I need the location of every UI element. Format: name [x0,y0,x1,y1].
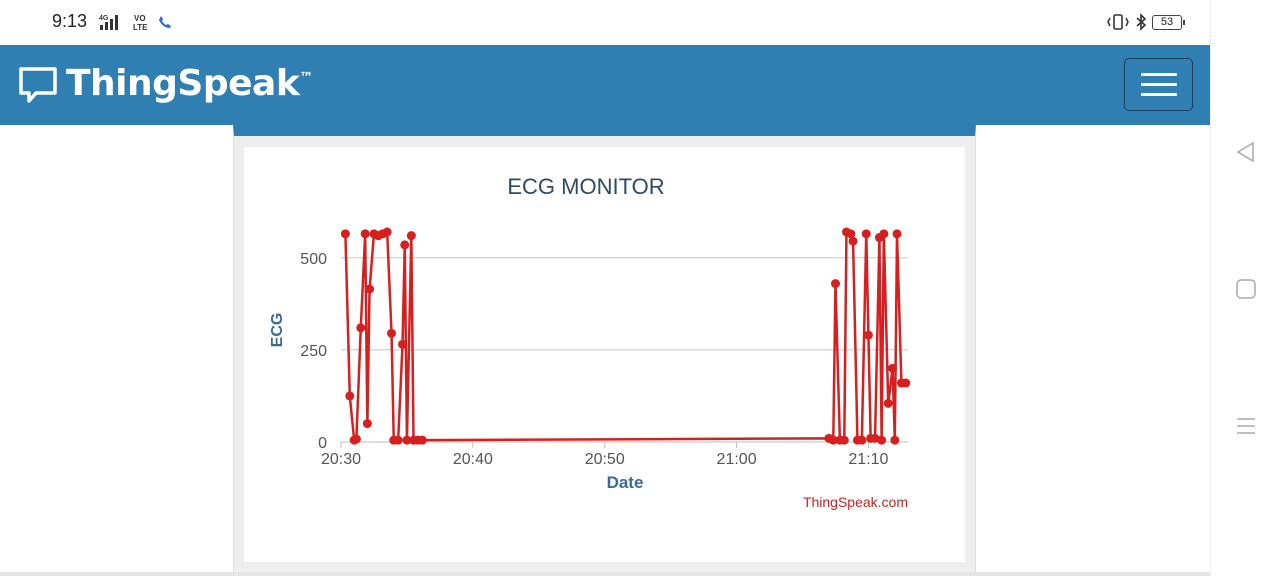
data-point [848,236,858,246]
data-point [345,391,355,401]
vibrate-icon [1107,14,1129,30]
y-axis-ticks: 0 250 500 [300,251,327,452]
y-axis-label: ECG [269,313,286,348]
data-point [883,398,893,408]
x-axis-label: Date [607,473,644,492]
x-tick-label: 20:40 [453,451,493,468]
clock-time: 9:13 [52,11,88,31]
data-point [861,229,871,239]
bluetooth-icon [1136,13,1147,31]
app-header: ThingSpeak™ [0,45,1210,125]
data-point [406,231,416,241]
data-point [846,229,856,239]
recents-menu-icon[interactable] [1235,415,1257,437]
data-point [398,339,408,349]
data-point [877,435,887,445]
navigation-bar [1210,0,1280,576]
x-tick-label: 21:10 [848,451,888,468]
hamburger-menu-button[interactable] [1124,58,1193,111]
ecg-chart: ECG MONITOR ECG Date ThingSpeak.com 20:3… [269,174,911,510]
svg-text:VO: VO [134,14,146,23]
home-icon[interactable] [1235,278,1257,300]
data-point [857,435,867,445]
data-point [387,328,397,338]
battery-icon: 53 [1152,14,1185,30]
status-bar: 9:13 4G VO LTE [0,0,1210,45]
menu-bar-icon [1140,93,1177,96]
battery-level: 53 [1160,15,1174,28]
y-tick-label: 250 [300,343,327,360]
data-point [402,435,412,445]
data-point [382,227,392,237]
data-point [417,435,427,445]
x-axis-ticks: 20:30 20:40 20:50 21:00 21:10 [321,442,889,468]
data-point [393,435,403,445]
x-tick-label: 20:50 [585,451,625,468]
series-line [344,230,906,442]
chart-title: ECG MONITOR [507,174,664,199]
back-icon[interactable] [1234,140,1258,164]
data-point [863,330,873,340]
y-tick-label: 0 [318,435,327,452]
status-icons-left: 4G VO LTE [97,12,173,32]
data-point [879,229,889,239]
data-point [356,323,366,333]
speech-bubble-icon [19,66,57,103]
trademark-symbol: ™ [299,70,313,86]
data-point [362,419,372,429]
menu-bar-icon [1140,73,1177,76]
data-point [351,434,361,444]
data-point [890,435,900,445]
data-point [888,363,898,373]
data-point [340,229,350,239]
data-point [901,378,911,388]
volte-icon: VO LTE [133,14,148,31]
data-point [828,435,838,445]
svg-text:LTE: LTE [133,23,148,31]
thingspeak-logo[interactable]: ThingSpeak™ [18,63,313,104]
network-type-label: 4G [99,15,109,22]
status-icons-right: 53 [1106,12,1185,32]
data-point [365,284,375,294]
y-tick-label: 500 [300,251,327,268]
data-point [360,229,370,239]
data-point [892,229,902,239]
signal-4g-icon: 4G [99,15,118,30]
menu-bar-icon [1140,83,1177,86]
chart-container: ECG MONITOR ECG Date ThingSpeak.com 20:3… [244,147,965,562]
data-point [830,279,840,289]
chart-grid [341,257,908,443]
x-tick-label: 21:00 [717,451,757,468]
page-bottom-divider [0,572,1210,576]
x-tick-label: 20:30 [321,451,361,468]
call-icon [159,16,171,28]
ecg-series [340,227,911,445]
data-point [839,435,849,445]
brand-name: ThingSpeak™ [66,63,313,104]
data-point [400,240,410,250]
thingspeak-credit-link[interactable]: ThingSpeak.com [803,494,908,510]
